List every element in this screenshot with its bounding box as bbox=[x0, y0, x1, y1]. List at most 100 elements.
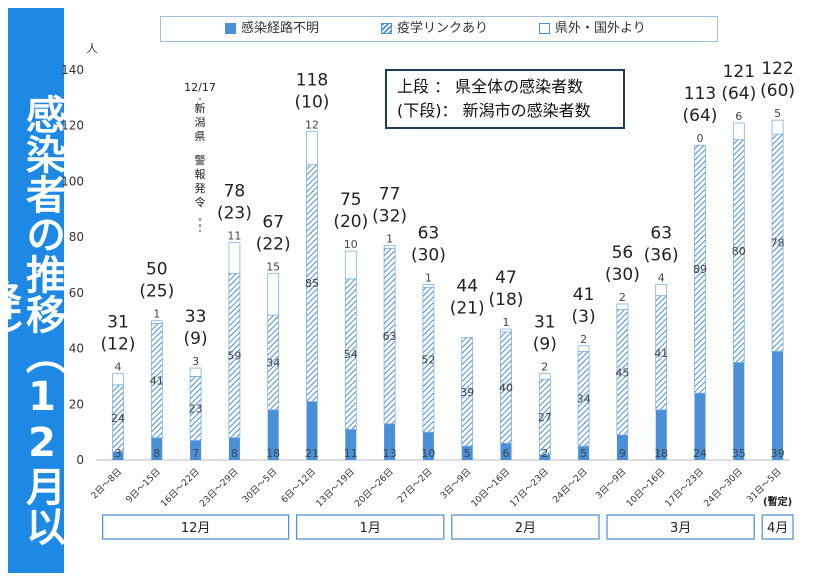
total-label: 31 bbox=[107, 313, 129, 333]
month-label: 12月 bbox=[181, 521, 211, 536]
annotation-char: 新 bbox=[195, 101, 206, 115]
legend-item-external: 県外・国外より bbox=[539, 21, 646, 37]
total-label: 121 bbox=[723, 62, 755, 82]
segment-value-label: 23 bbox=[189, 402, 203, 415]
y-tick-label: 80 bbox=[69, 230, 84, 244]
niigata-city-label: (36) bbox=[644, 246, 679, 266]
niigata-city-label: (12) bbox=[101, 335, 136, 355]
segment-value-label: 80 bbox=[732, 245, 746, 258]
segment-value-label: 5 bbox=[580, 447, 587, 460]
niigata-city-label: (9) bbox=[184, 329, 208, 349]
bar-segment-external bbox=[771, 119, 784, 135]
month-label: 3月 bbox=[670, 521, 691, 536]
y-tick-label: 0 bbox=[76, 453, 84, 467]
total-label: 47 bbox=[495, 268, 517, 288]
segment-value-label: 27 bbox=[538, 411, 552, 424]
total-label: 78 bbox=[224, 182, 246, 202]
bar-segment-linked bbox=[461, 337, 474, 447]
segment-value-label: 9 bbox=[619, 447, 626, 460]
bar-segment-external bbox=[577, 345, 590, 352]
info-line-2: (下段)： 新潟市の感染者数 bbox=[397, 101, 591, 120]
segment-value-label: 3 bbox=[115, 447, 122, 460]
bar-segment-unknown bbox=[500, 443, 512, 460]
annotation-char: 潟 bbox=[195, 116, 206, 129]
x-tick-label: 6日〜12日 bbox=[279, 466, 318, 505]
month-box bbox=[296, 514, 445, 540]
x-tick-label: 30日〜5日 bbox=[240, 466, 279, 505]
segment-value-label: 13 bbox=[383, 447, 397, 460]
x-tick-label: 20日〜26日 bbox=[353, 466, 396, 509]
segment-value-label: 40 bbox=[499, 382, 513, 395]
segment-value-label: 2 bbox=[619, 291, 626, 304]
bar-segment-external bbox=[344, 250, 357, 280]
segment-value-label: 39 bbox=[460, 386, 474, 399]
niigata-city-label: (32) bbox=[372, 207, 407, 227]
segment-value-label: 11 bbox=[227, 230, 241, 243]
segment-value-label: 41 bbox=[150, 375, 164, 388]
segment-value-label: 8 bbox=[231, 447, 238, 460]
segment-value-label: 2 bbox=[541, 447, 548, 460]
niigata-city-label: (64) bbox=[683, 106, 718, 126]
x-tick-label: 9日〜15日 bbox=[124, 466, 163, 505]
bar-segment-unknown bbox=[306, 401, 318, 460]
total-label: 50 bbox=[146, 260, 168, 280]
niigata-city-label: (3) bbox=[572, 307, 596, 327]
bar-segment-unknown bbox=[190, 440, 202, 460]
y-tick-label: 40 bbox=[69, 342, 84, 356]
x-tick-label: 24日〜30日 bbox=[702, 466, 745, 509]
segment-value-label: 8 bbox=[153, 447, 160, 460]
month-box bbox=[101, 514, 290, 540]
annotation-char: 令 bbox=[195, 195, 206, 209]
bar-segment-unknown bbox=[772, 351, 784, 460]
segment-value-label: 78 bbox=[771, 237, 785, 250]
total-label: 41 bbox=[573, 285, 595, 305]
bar-segment-external bbox=[267, 272, 280, 316]
niigata-city-label: (18) bbox=[489, 290, 524, 310]
total-label: 31 bbox=[534, 313, 556, 333]
segment-value-label: 1 bbox=[153, 308, 160, 321]
total-label: 75 bbox=[340, 190, 362, 210]
niigata-city-label: (60) bbox=[760, 81, 795, 101]
segment-value-label: 7 bbox=[192, 447, 199, 460]
bar-segment-unknown bbox=[422, 432, 434, 460]
bar-segment-unknown bbox=[384, 423, 396, 460]
legend-item-linked: 疫学リンクあり bbox=[381, 21, 488, 37]
bar-segment-external bbox=[189, 367, 202, 377]
bar-segment-unknown bbox=[151, 437, 163, 460]
legend-item-unknown: 感染経路不明 bbox=[225, 21, 319, 37]
segment-value-label: 10 bbox=[344, 238, 358, 251]
legend-swatch-empty bbox=[539, 23, 550, 34]
bar-segment-unknown bbox=[655, 409, 667, 460]
segment-value-label: 24 bbox=[111, 412, 125, 425]
annotation-backdrop bbox=[191, 100, 209, 218]
annotation-char: 発 bbox=[195, 181, 206, 195]
bar-segment-unknown bbox=[616, 434, 628, 460]
total-label: 56 bbox=[612, 243, 634, 263]
chart-title-banner: 感染者の推移（12月以降） bbox=[0, 8, 65, 573]
segment-value-label: 6 bbox=[503, 447, 510, 460]
bar-segment-external bbox=[655, 284, 668, 297]
segment-value-label: 63 bbox=[383, 330, 397, 343]
x-tick-label: 3日〜9日 bbox=[594, 466, 629, 501]
segment-value-label: 10 bbox=[421, 447, 435, 460]
y-tick-label: 120 bbox=[61, 119, 84, 133]
segment-value-label: 89 bbox=[693, 263, 707, 276]
month-box bbox=[761, 514, 794, 540]
segment-value-label: 11 bbox=[344, 447, 358, 460]
bar-segment-unknown bbox=[694, 393, 706, 460]
bar-segment-unknown bbox=[345, 429, 357, 460]
segment-value-label: 0 bbox=[697, 132, 704, 145]
segment-value-label: 34 bbox=[577, 393, 591, 406]
x-tick-label: 13日〜19日 bbox=[314, 466, 357, 509]
y-tick-label: 20 bbox=[69, 397, 84, 411]
bar-segment-external bbox=[422, 284, 435, 288]
month-box bbox=[451, 514, 600, 540]
x-tick-label: 10日〜16日 bbox=[624, 466, 667, 509]
niigata-city-label: (9) bbox=[533, 335, 557, 355]
segment-value-label: 39 bbox=[771, 447, 785, 460]
total-label: 77 bbox=[379, 185, 401, 205]
x-tick-label: 10日〜16日 bbox=[469, 466, 512, 509]
segment-value-label: 41 bbox=[654, 347, 668, 360]
segment-value-label: 1 bbox=[425, 272, 432, 285]
